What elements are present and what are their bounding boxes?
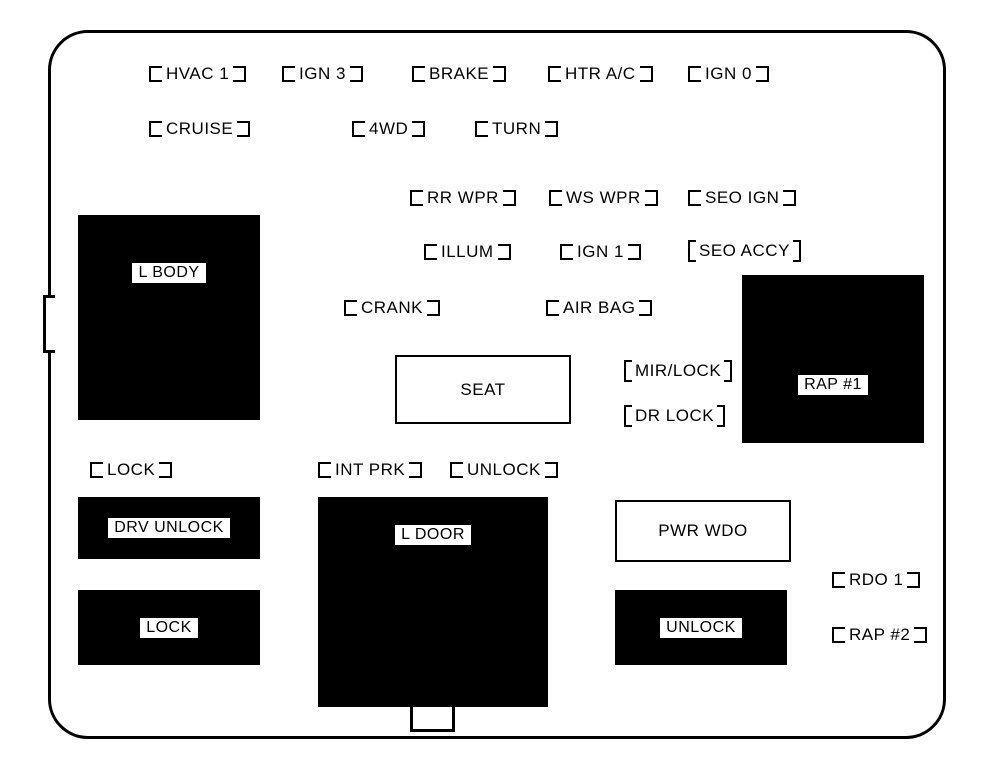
fuse-cruise: CRUISE	[149, 118, 250, 140]
block-rap1: RAP #1	[742, 275, 924, 443]
box-pwr-wdo: PWR WDO	[615, 500, 791, 562]
fuse-air-bag: AIR BAG	[546, 297, 652, 319]
fuse-illum: ILLUM	[424, 241, 511, 263]
fuse-crank: CRANK	[344, 297, 440, 319]
fuse-ws-wpr: WS WPR	[549, 187, 658, 209]
fuse-turn: TURN	[475, 118, 558, 140]
block-l-body: L BODY	[78, 215, 260, 420]
block-l-door: L DOOR	[318, 497, 548, 707]
block-lock: LOCK	[78, 590, 260, 665]
fuse-unlock: UNLOCK	[450, 459, 558, 481]
fuse-seo-ign: SEO IGN	[688, 187, 796, 209]
box-seat: SEAT	[395, 355, 571, 424]
fuse-htr-ac: HTR A/C	[548, 63, 653, 85]
fuse-brake: BRAKE	[412, 63, 506, 85]
fuse-ign1: IGN 1	[560, 241, 641, 263]
block-unlock: UNLOCK	[615, 590, 787, 665]
fuse-mir-lock: MIR/LOCK	[624, 360, 732, 382]
block-drv-unlock: DRV UNLOCK	[78, 497, 260, 559]
fuse-4wd: 4WD	[352, 118, 425, 140]
fuse-rr-wpr: RR WPR	[410, 187, 516, 209]
fuse-rap2: RAP #2	[832, 624, 927, 646]
fuse-hvac1: HVAC 1	[149, 63, 246, 85]
fuse-lock: LOCK	[90, 459, 172, 481]
fuse-int-prk: INT PRK	[318, 459, 422, 481]
fuse-seo-accy: SEO ACCY	[688, 240, 801, 262]
fuse-ign3: IGN 3	[282, 63, 363, 85]
left-notch	[43, 295, 55, 353]
fuse-dr-lock: DR LOCK	[624, 405, 725, 427]
fuse-ign0: IGN 0	[688, 63, 769, 85]
fuse-box-diagram: HVAC 1 IGN 3 BRAKE HTR A/C IGN 0 CRUISE …	[0, 0, 994, 769]
fuse-rdo1: RDO 1	[832, 569, 920, 591]
bottom-notch	[410, 707, 455, 732]
